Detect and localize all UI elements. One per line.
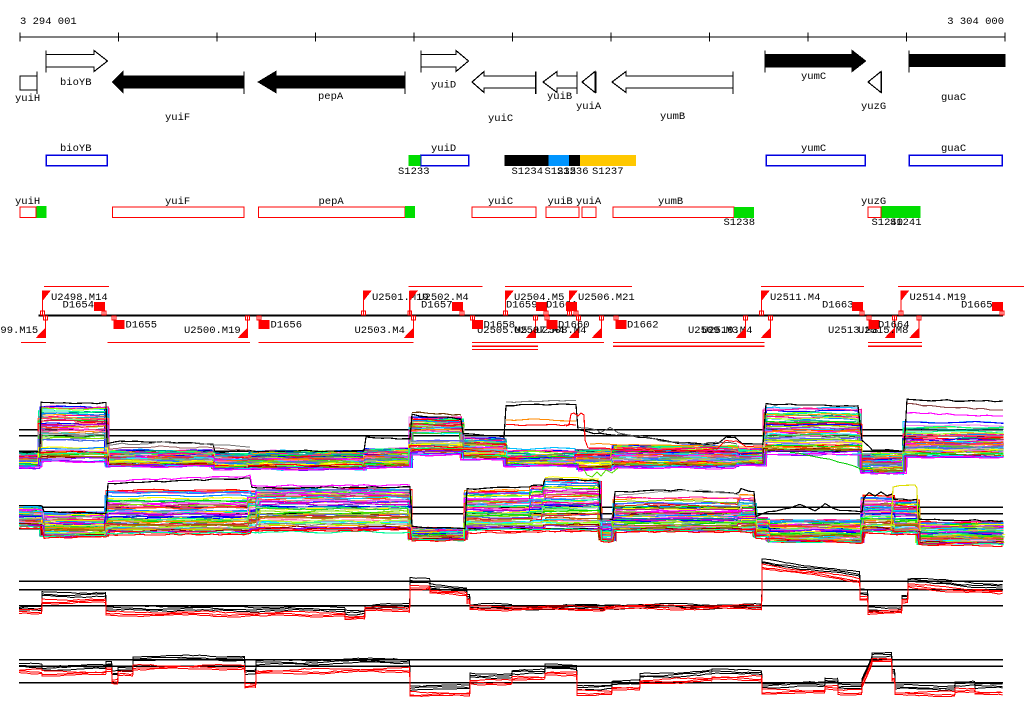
svg-text:guaC: guaC [941,143,966,155]
svg-text:D1662: D1662 [627,320,659,332]
svg-text:S1234: S1234 [512,166,544,178]
svg-text:U2506.M21: U2506.M21 [578,292,635,304]
svg-text:S1236: S1236 [557,166,589,178]
svg-text:yuiB: yuiB [547,91,572,103]
svg-text:yumC: yumC [801,71,826,83]
svg-text:U2504.M5: U2504.M5 [514,292,564,304]
svg-text:yuiA: yuiA [576,196,602,208]
svg-text:yuiF: yuiF [165,196,190,208]
svg-text:D1659: D1659 [506,300,538,312]
svg-text:yuiD: yuiD [431,80,456,92]
svg-text:S1240: S1240 [872,217,904,229]
svg-text:yuiA: yuiA [576,101,602,113]
svg-text:3 304 000: 3 304 000 [947,16,1004,28]
svg-text:S1237: S1237 [592,166,624,178]
svg-text:S1233: S1233 [398,166,430,178]
svg-text:D1660: D1660 [558,320,590,332]
svg-text:yuiB: yuiB [548,196,573,208]
svg-text:D1655: D1655 [126,320,158,332]
svg-text:U2514.M19: U2514.M19 [910,292,967,304]
svg-text:yuiH: yuiH [15,93,40,105]
svg-text:D1657: D1657 [421,300,453,312]
svg-text:U2513.M8: U2513.M8 [828,325,878,337]
svg-text:pepA: pepA [319,196,345,208]
svg-text:bioYB: bioYB [60,77,92,89]
svg-text:S1241: S1241 [890,217,922,229]
svg-text:U2505.M5: U2505.M5 [477,325,527,337]
svg-text:D1663: D1663 [822,300,854,312]
svg-text:U2511.M4: U2511.M4 [770,292,820,304]
svg-text:U2502.M4: U2502.M4 [418,292,468,304]
svg-text:3 294 001: 3 294 001 [20,16,77,28]
svg-text:U2500.M19: U2500.M19 [184,325,241,337]
svg-text:yuzG: yuzG [861,101,886,113]
svg-text:U2503.M4: U2503.M4 [355,325,405,337]
svg-text:D1665: D1665 [961,300,993,312]
svg-text:S1238: S1238 [724,217,756,229]
svg-text:U2499.M15: U2499.M15 [0,325,38,337]
svg-text:yumC: yumC [801,143,826,155]
svg-text:D1656: D1656 [271,320,303,332]
svg-text:yumB: yumB [658,196,683,208]
svg-text:yuiH: yuiH [15,196,40,208]
svg-text:bioYB: bioYB [60,143,92,155]
svg-text:yuzG: yuzG [861,196,886,208]
svg-text:U2501.M19: U2501.M19 [372,292,429,304]
svg-text:D1664: D1664 [878,320,910,332]
svg-text:S1235: S1235 [545,166,577,178]
svg-text:pepA: pepA [318,91,344,103]
svg-text:D1654: D1654 [63,300,95,312]
svg-text:yumB: yumB [660,111,685,123]
svg-text:yuiC: yuiC [488,113,513,125]
svg-text:D1658: D1658 [484,320,516,332]
svg-text:yuiF: yuiF [165,112,190,124]
svg-text:yuiC: yuiC [488,196,513,208]
svg-text:U2509.M3: U2509.M3 [688,325,738,337]
svg-text:U2498.M14: U2498.M14 [51,292,108,304]
svg-text:yuiD: yuiD [431,143,456,155]
svg-text:guaC: guaC [941,92,966,104]
